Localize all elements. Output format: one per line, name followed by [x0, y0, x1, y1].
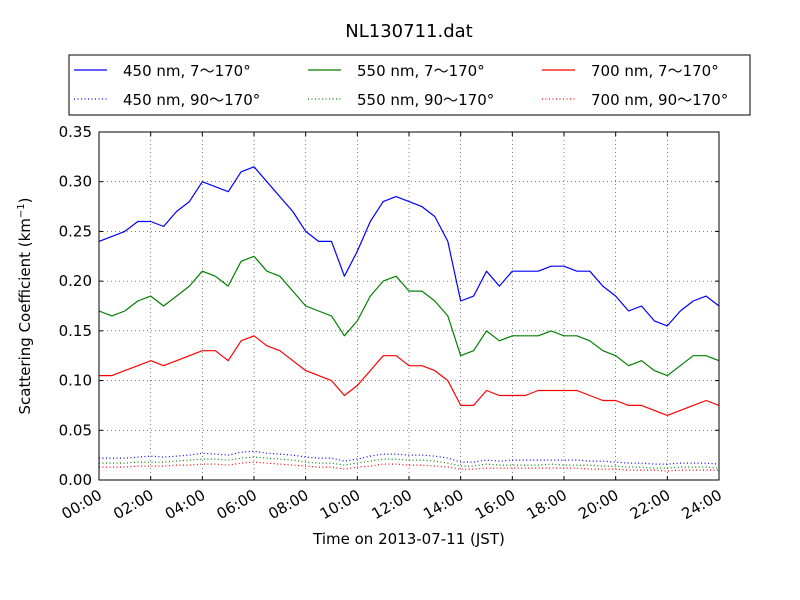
legend-label: 550 nm, 90～170° — [357, 91, 494, 109]
legend-label: 700 nm, 7～170° — [591, 62, 719, 80]
y-tick-label: 0.05 — [59, 421, 92, 439]
legend-box — [68, 54, 751, 116]
x-tick-label: 06:00 — [214, 486, 260, 523]
y-axis-label-close: ) — [16, 197, 34, 203]
x-tick-label: 12:00 — [369, 486, 415, 523]
x-tick-label: 18:00 — [524, 486, 570, 523]
x-tick-label: 16:00 — [472, 486, 518, 523]
series-layer — [98, 166, 720, 472]
x-tick-label: 02:00 — [110, 486, 156, 523]
y-axis-label: Scattering Coefficient (km−1) — [16, 197, 34, 414]
y-tick-label: 0.30 — [59, 173, 92, 191]
x-tick-label: 24:00 — [679, 486, 725, 523]
x-tick-label: 04:00 — [162, 486, 208, 523]
y-axis-label-sup: −1 — [16, 203, 27, 218]
legend: 450 nm, 7～170° 550 nm, 7～170° 700 nm, 7～17… — [68, 54, 751, 116]
chart-title: NL130711.dat — [345, 21, 472, 42]
series-line — [98, 255, 720, 377]
x-tick-label: 14:00 — [420, 486, 466, 523]
y-tick-label: 0.25 — [59, 222, 92, 240]
legend-label: 450 nm, 7～170° — [123, 62, 251, 80]
x-axis-label: Time on 2013-07-11 (JST) — [312, 530, 505, 548]
y-tick-label: 0.00 — [59, 471, 92, 489]
series-line — [99, 456, 720, 469]
y-tick-label: 0.15 — [59, 322, 92, 340]
grid — [99, 132, 719, 480]
y-tick-label: 0.10 — [59, 372, 92, 390]
legend-label: 450 nm, 90～170° — [123, 91, 260, 109]
y-tick-label: 0.35 — [59, 123, 92, 141]
legend-label: 550 nm, 7～170° — [357, 62, 485, 80]
x-tick-label: 10:00 — [317, 486, 363, 523]
x-tick-label: 00:00 — [59, 486, 105, 523]
series-line — [99, 461, 719, 472]
x-tick-label: 08:00 — [265, 486, 311, 523]
y-axis-label-main: Scattering Coefficient (km — [16, 218, 34, 414]
y-tick-label: 0.20 — [59, 272, 92, 290]
series-line — [99, 335, 720, 416]
legend-label: 700 nm, 90～170° — [591, 91, 728, 109]
plot-frame — [98, 131, 720, 481]
series-line — [99, 450, 720, 465]
series-line — [98, 166, 720, 327]
x-tick-label: 20:00 — [575, 486, 621, 523]
x-tick-label: 22:00 — [627, 486, 673, 523]
